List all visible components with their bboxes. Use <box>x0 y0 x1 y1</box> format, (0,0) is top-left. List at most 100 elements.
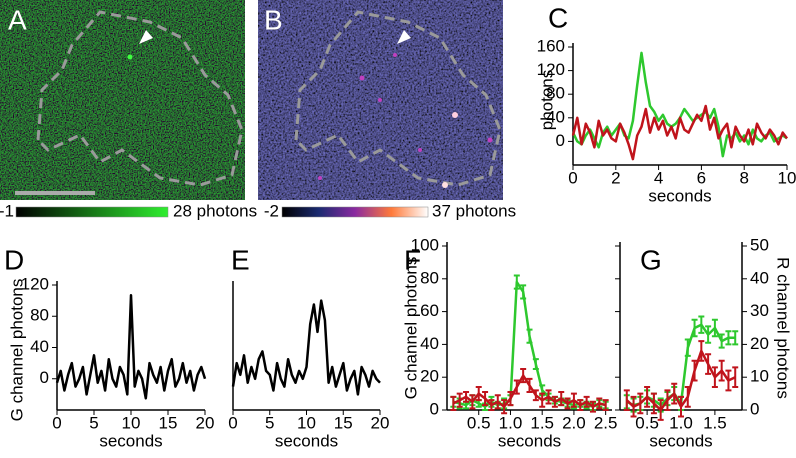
error-bar <box>732 330 739 346</box>
y-axis-label: G channel photons <box>7 279 26 422</box>
error-bar <box>650 392 657 415</box>
error-bar <box>691 359 698 382</box>
error-bar <box>718 359 725 382</box>
x-axis-label: seconds <box>648 186 711 205</box>
error-bar <box>488 399 495 411</box>
x-tick-label: 0.5 <box>635 413 659 432</box>
error-bar <box>725 369 732 392</box>
y2-tick-label: 20 <box>750 334 769 353</box>
y2-tick-label: 40 <box>750 268 769 287</box>
x-tick-label: 4 <box>654 168 663 187</box>
error-bar <box>463 390 470 403</box>
y-tick-label: 40 <box>546 107 565 126</box>
error-bar <box>513 274 520 290</box>
y-tick-label: 0 <box>430 399 439 418</box>
y-axis-label: photons <box>537 70 556 131</box>
error-bar <box>602 399 609 411</box>
error-bar <box>494 394 501 410</box>
error-bar <box>583 395 590 408</box>
error-bar <box>507 390 514 407</box>
error-bar <box>711 366 718 389</box>
y2-tick-label: 10 <box>750 367 769 386</box>
x-tick-label: 5 <box>265 413 274 432</box>
x-tick-label: 0 <box>52 413 61 432</box>
y-tick-label: 0 <box>40 368 49 387</box>
panel-label: B <box>264 4 283 35</box>
colorbar <box>15 206 169 218</box>
panel-label: C <box>548 2 568 33</box>
x-tick-label: 15 <box>159 413 178 432</box>
x-tick-label: 0 <box>228 413 237 432</box>
x-tick-label: 8 <box>739 168 748 187</box>
error-bar <box>526 377 533 393</box>
x-tick-label: 1.0 <box>499 413 523 432</box>
error-bar <box>589 400 596 413</box>
colorbar-label: -2 <box>264 201 279 220</box>
error-bar <box>691 318 698 338</box>
error-bar <box>644 386 651 408</box>
y-tick-label: 80 <box>546 84 565 103</box>
y-tick-label: 160 <box>537 36 565 55</box>
x-tick-label: 1.5 <box>530 413 554 432</box>
x-tick-label: 10 <box>122 413 141 432</box>
x-axis-label: seconds <box>649 431 712 450</box>
y-tick-label: 80 <box>420 268 439 287</box>
error-bar <box>564 397 571 410</box>
panel-label: G <box>640 244 662 275</box>
y-tick-label: 100 <box>411 235 439 254</box>
error-bar <box>684 338 691 357</box>
series-line <box>55 293 207 400</box>
y2-axis-label: R channel photons <box>774 257 793 399</box>
error-bar <box>532 389 539 402</box>
error-bar <box>475 386 482 402</box>
series-line <box>571 104 789 161</box>
error-bar <box>725 330 732 346</box>
x-tick-label: 10 <box>297 413 316 432</box>
y-tick-label: 80 <box>30 306 49 325</box>
series-line <box>571 51 788 158</box>
error-bar <box>520 284 527 300</box>
error-bar <box>671 382 678 405</box>
error-bar <box>698 340 705 362</box>
x-tick-label: 6 <box>697 168 706 187</box>
y-tick-label: 40 <box>30 337 49 356</box>
error-bar <box>513 379 520 395</box>
error-bar <box>657 399 664 421</box>
y-tick-label: 120 <box>21 274 49 293</box>
error-bar <box>526 328 533 344</box>
series-line <box>231 299 381 396</box>
y2-tick-label: 30 <box>750 301 769 320</box>
error-bar <box>450 395 457 411</box>
y-tick-label: 20 <box>420 367 439 386</box>
error-bar <box>705 353 712 375</box>
error-bar <box>570 392 577 408</box>
colorbar-label: -1 <box>0 201 14 220</box>
y-axis-label: G channel photons <box>401 257 420 400</box>
error-bar <box>711 318 718 338</box>
x-tick-label: 20 <box>196 413 215 432</box>
x-tick-label: 2.5 <box>594 413 618 432</box>
error-bar <box>532 358 539 370</box>
error-bar <box>501 399 508 415</box>
x-axis-label: seconds <box>498 431 561 450</box>
error-bar <box>482 390 489 407</box>
error-bar <box>732 366 739 389</box>
x-tick-label: 2 <box>611 168 620 187</box>
error-bar <box>678 395 684 418</box>
x-tick-label: 0 <box>568 168 577 187</box>
y-tick-label: 60 <box>420 301 439 320</box>
image-a <box>0 0 245 200</box>
panel-label: F <box>404 244 421 275</box>
x-tick-label: 1.5 <box>703 413 727 432</box>
x-axis-label: seconds <box>275 431 338 450</box>
x-tick-label: 2.0 <box>562 413 586 432</box>
error-bar <box>637 392 644 415</box>
colorbar-label: 28 photons <box>173 201 257 220</box>
x-tick-label: 1.0 <box>669 413 693 432</box>
colorbar-label: 37 photons <box>432 201 516 220</box>
x-tick-label: 15 <box>334 413 353 432</box>
error-bar <box>698 315 705 334</box>
y2-tick-label: 50 <box>750 235 769 254</box>
x-tick-label: 5 <box>89 413 98 432</box>
